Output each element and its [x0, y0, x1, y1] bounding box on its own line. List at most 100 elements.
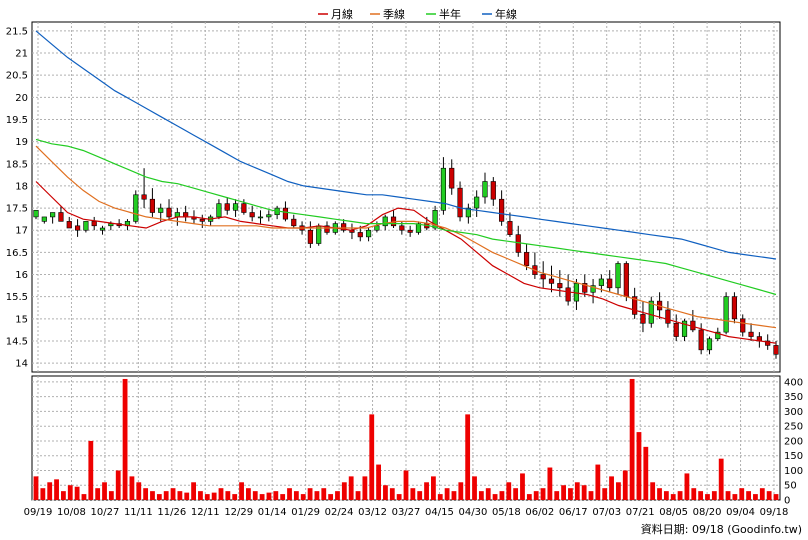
price-tick-label: 19: [15, 137, 28, 148]
x-tick-label: 04/15: [425, 507, 454, 518]
price-tick-label: 16.5: [6, 248, 28, 259]
volume-tick-label: 100: [784, 466, 803, 477]
candle-down: [407, 229, 413, 233]
candle-up: [474, 196, 480, 209]
x-tick-label: 11/11: [124, 507, 153, 518]
volume-bar: [218, 488, 224, 500]
price-tick-label: 16: [15, 270, 28, 281]
volume-bar: [574, 482, 580, 500]
candle-up: [482, 181, 488, 198]
volume-bar: [362, 476, 368, 500]
price-tick-label: 21: [15, 49, 28, 60]
ma-line-2: [35, 145, 777, 329]
volume-bar: [595, 464, 601, 500]
candle-up: [83, 221, 89, 231]
candle-down: [773, 345, 779, 355]
volume-bar: [417, 491, 423, 500]
candle-down: [282, 207, 289, 220]
volume-bar: [732, 494, 738, 500]
x-tick-label: 06/17: [559, 507, 588, 518]
candle-down: [632, 296, 638, 315]
volume-bar: [520, 473, 525, 500]
legend-label: 年線: [495, 7, 517, 21]
x-tick-label: 10/08: [57, 507, 86, 518]
candle-down: [357, 232, 363, 238]
candle-down: [523, 252, 530, 266]
volume-bar: [609, 476, 614, 500]
volume-bar: [588, 491, 594, 500]
x-tick-label: 08/05: [659, 507, 688, 518]
candle-up: [590, 285, 596, 293]
price-tick-label: 15: [15, 314, 28, 325]
volume-bar: [431, 476, 436, 500]
candle-down: [58, 212, 64, 222]
volume-bar: [478, 491, 484, 500]
volume-bar: [444, 488, 450, 500]
volume-bar: [472, 476, 477, 500]
volume-bar: [705, 494, 710, 500]
volume-bar: [280, 494, 286, 500]
volume-bar: [191, 482, 196, 500]
candle-up: [440, 167, 447, 211]
candle-down: [449, 167, 455, 189]
candle-down: [74, 225, 81, 231]
candle-down: [582, 283, 588, 293]
volume-bar: [670, 494, 676, 500]
volume-bar: [335, 491, 340, 500]
volume-bar: [451, 491, 457, 500]
price-tick-label: 14.5: [6, 336, 28, 347]
volume-bar: [321, 488, 327, 500]
volume-tick-label: 200: [784, 436, 803, 447]
candle-down: [548, 278, 555, 284]
volume-bar: [246, 488, 251, 500]
volume-bar: [396, 494, 402, 500]
volume-bar: [636, 432, 642, 500]
candle-up: [33, 209, 39, 218]
volume-bar: [581, 485, 587, 500]
volume-tick-label: 250: [784, 422, 803, 433]
candle-down: [457, 187, 463, 218]
volume-bar: [650, 482, 656, 500]
volume-bar: [746, 491, 751, 500]
volume-bar: [204, 494, 210, 500]
candle-up: [615, 263, 621, 289]
volume-bar: [753, 494, 758, 500]
volume-bar: [533, 491, 539, 500]
volume-bar: [691, 488, 697, 500]
volume-bar: [561, 485, 566, 500]
candle-down: [698, 329, 704, 351]
candle-down: [557, 283, 563, 289]
candle-up: [232, 203, 239, 211]
volume-bar: [81, 494, 87, 500]
volume-bar: [554, 491, 560, 500]
volume-bar: [54, 479, 59, 500]
x-tick-label: 09/18: [760, 507, 789, 518]
volume-bar: [369, 414, 375, 500]
volume-bar: [602, 488, 608, 500]
volume-bar: [643, 446, 649, 500]
volume-tick-label: 0: [784, 496, 790, 507]
x-tick-label: 07/21: [626, 507, 655, 518]
volume-bar: [513, 488, 519, 500]
volume-bar: [47, 482, 53, 500]
price-tick-label: 21.5: [6, 26, 28, 37]
volume-bar: [232, 494, 238, 500]
candle-up: [133, 194, 139, 222]
candle-down: [149, 198, 155, 213]
volume-tick-label: 300: [784, 407, 803, 418]
volume-bar: [622, 470, 628, 500]
x-tick-label: 08/20: [693, 507, 722, 518]
candle-down: [765, 340, 771, 346]
volume-bar: [766, 491, 772, 500]
candle-up: [681, 320, 688, 337]
volume-bar: [698, 491, 704, 500]
volume-bar: [485, 488, 491, 500]
ma-line-3: [35, 138, 777, 296]
volume-bar: [252, 491, 258, 500]
candle-down: [673, 322, 679, 337]
legend-label: 季線: [383, 7, 405, 21]
volume-bar: [540, 488, 546, 500]
candle-up: [174, 212, 180, 218]
volume-bar: [61, 491, 66, 500]
candle-up: [108, 223, 114, 227]
